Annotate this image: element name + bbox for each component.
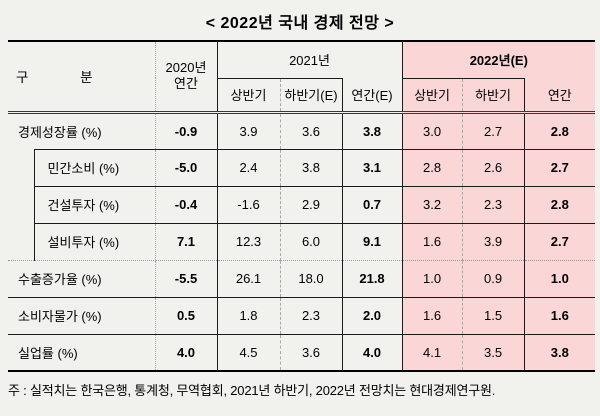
- table-body: 경제성장률 (%) -0.9 3.9 3.6 3.8 3.0 2.7 2.8 민…: [8, 112, 596, 371]
- value-cell: 1.8: [216, 297, 280, 335]
- table-row-unemployment: 실업률 (%) 4.0 4.5 3.6 4.0 4.1 3.5 3.8: [8, 334, 596, 371]
- value-cell: 3.8: [279, 149, 342, 187]
- value-cell: 2.8: [523, 112, 596, 150]
- row-label: 경제성장률 (%): [18, 124, 102, 140]
- header-category-left: 구: [16, 70, 29, 86]
- value-cell: 3.9: [216, 112, 280, 150]
- value-cell: 3.9: [461, 223, 525, 261]
- header-category-right: 분: [80, 70, 93, 86]
- page-title: < 2022년 국내 경제 전망 >: [205, 15, 395, 32]
- table-row-construction-investment: 건설투자 (%) -0.4 -1.6 2.9 0.7 3.2 2.3 2.8: [8, 186, 596, 224]
- value-cell: 0.7: [341, 186, 403, 224]
- value-cell: 21.8: [341, 260, 403, 298]
- row-label: 민간소비 (%): [33, 149, 155, 187]
- value-cell: 3.8: [341, 112, 403, 150]
- value-cell: 1.6: [523, 297, 596, 335]
- value-cell: 6.0: [279, 223, 342, 261]
- table-row-consumer-prices: 소비자물가 (%) 0.5 1.8 2.3 2.0 1.6 1.5 1.6: [8, 297, 596, 335]
- header-row-subcolumns: 상반기 하반기(E) 연간(E) 상반기 하반기 연간: [8, 77, 596, 114]
- value-cell: -1.6: [216, 186, 280, 224]
- value-cell: 3.6: [279, 334, 342, 371]
- value-cell: 2.7: [523, 223, 596, 261]
- value-cell: 4.0: [154, 334, 217, 371]
- page: { "title": "< 2022년 국내 경제 전망 >", "table"…: [0, 9, 600, 416]
- value-cell: 2.3: [461, 186, 525, 224]
- value-cell: 3.0: [401, 112, 463, 150]
- row-indent-gutter: [8, 186, 34, 223]
- header-group-2021: 2021년: [216, 41, 403, 78]
- header-2021-h1: 상반기: [216, 77, 280, 114]
- economic-outlook-table: 구 분 2020년 연간 2021년 2022년(E) 상반기 하반기(E) 연…: [8, 40, 596, 372]
- header-2020-line2: 연간: [174, 76, 198, 92]
- value-cell: 2.7: [523, 149, 596, 187]
- header-2022-annual: 연간: [523, 78, 596, 114]
- table-header: 구 분 2020년 연간 2021년 2022년(E) 상반기 하반기(E) 연…: [8, 41, 596, 114]
- value-cell: -0.4: [154, 186, 217, 224]
- value-cell: 2.6: [461, 149, 525, 187]
- row-label: 건설투자 (%): [33, 186, 155, 224]
- value-cell: 2.8: [401, 149, 463, 187]
- value-cell: 4.1: [401, 334, 463, 371]
- header-group-2022: 2022년(E): [401, 41, 596, 78]
- value-cell: 18.0: [279, 260, 342, 298]
- source-note: 주 : 실적치는 한국은행, 통계청, 무역협회, 2021년 하반기, 202…: [8, 383, 496, 398]
- value-cell: 3.6: [279, 112, 342, 150]
- header-2022-h2: 하반기: [461, 77, 525, 114]
- value-cell: 4.0: [341, 334, 403, 371]
- value-cell: 1.6: [401, 297, 463, 335]
- row-indent-gutter: [8, 149, 34, 186]
- value-cell: 2.3: [279, 297, 342, 335]
- value-cell: 2.7: [461, 112, 525, 150]
- value-cell: 0.9: [461, 260, 525, 298]
- value-cell: 1.0: [523, 260, 596, 298]
- header-2020-line1: 2020년: [165, 60, 207, 76]
- row-label: 소비자물가 (%): [8, 297, 155, 335]
- table-row-gdp-growth: 경제성장률 (%) -0.9 3.9 3.6 3.8 3.0 2.7 2.8: [8, 112, 596, 150]
- value-cell: 2.8: [523, 186, 596, 224]
- value-cell: 26.1: [216, 260, 280, 298]
- table-row-facility-investment: 설비투자 (%) 7.1 12.3 6.0 9.1 1.6 3.9 2.7: [8, 223, 596, 261]
- row-label: 실업률 (%): [18, 345, 78, 361]
- value-cell: 2.0: [341, 297, 403, 335]
- header-2021-annual: 연간(E): [341, 78, 403, 114]
- value-cell: 9.1: [341, 223, 403, 261]
- row-indent-gutter: 경제성장률 (%): [8, 112, 102, 149]
- value-cell: 3.5: [461, 334, 525, 371]
- value-cell: 2.4: [216, 149, 280, 187]
- value-cell: 1.0: [401, 260, 463, 298]
- header-2022-h1: 상반기: [401, 77, 463, 114]
- value-cell: -5.5: [154, 260, 217, 298]
- value-cell: 3.1: [341, 149, 403, 187]
- value-cell: 1.5: [461, 297, 525, 335]
- header-2021-h2: 하반기(E): [279, 77, 342, 114]
- value-cell: 4.5: [216, 334, 280, 371]
- row-indent-gutter: [8, 223, 34, 261]
- value-cell: 12.3: [216, 223, 280, 261]
- value-cell: -5.0: [154, 149, 217, 187]
- value-cell: 7.1: [154, 223, 217, 261]
- table-row-private-consumption: 민간소비 (%) -5.0 2.4 3.8 3.1 2.8 2.6 2.7: [8, 149, 596, 187]
- value-cell: 3.2: [401, 186, 463, 224]
- value-cell: 2.9: [279, 186, 342, 224]
- row-label: 수출증가율 (%): [8, 260, 155, 298]
- header-2020-annual: 2020년 연간: [154, 41, 217, 114]
- value-cell: 0.5: [154, 297, 217, 335]
- table-row-export-growth: 수출증가율 (%) -5.5 26.1 18.0 21.8 1.0 0.9 1.…: [8, 260, 596, 298]
- row-label: 설비투자 (%): [33, 223, 155, 261]
- value-cell: -0.9: [154, 112, 217, 150]
- value-cell: 3.8: [523, 334, 596, 371]
- row-label-cell: [34, 112, 155, 150]
- header-row-groups: 구 분 2020년 연간 2021년 2022년(E): [8, 41, 596, 114]
- header-category-label: 구 분: [8, 66, 155, 86]
- value-cell: 1.6: [401, 223, 463, 261]
- header-category: 구 분: [8, 41, 155, 114]
